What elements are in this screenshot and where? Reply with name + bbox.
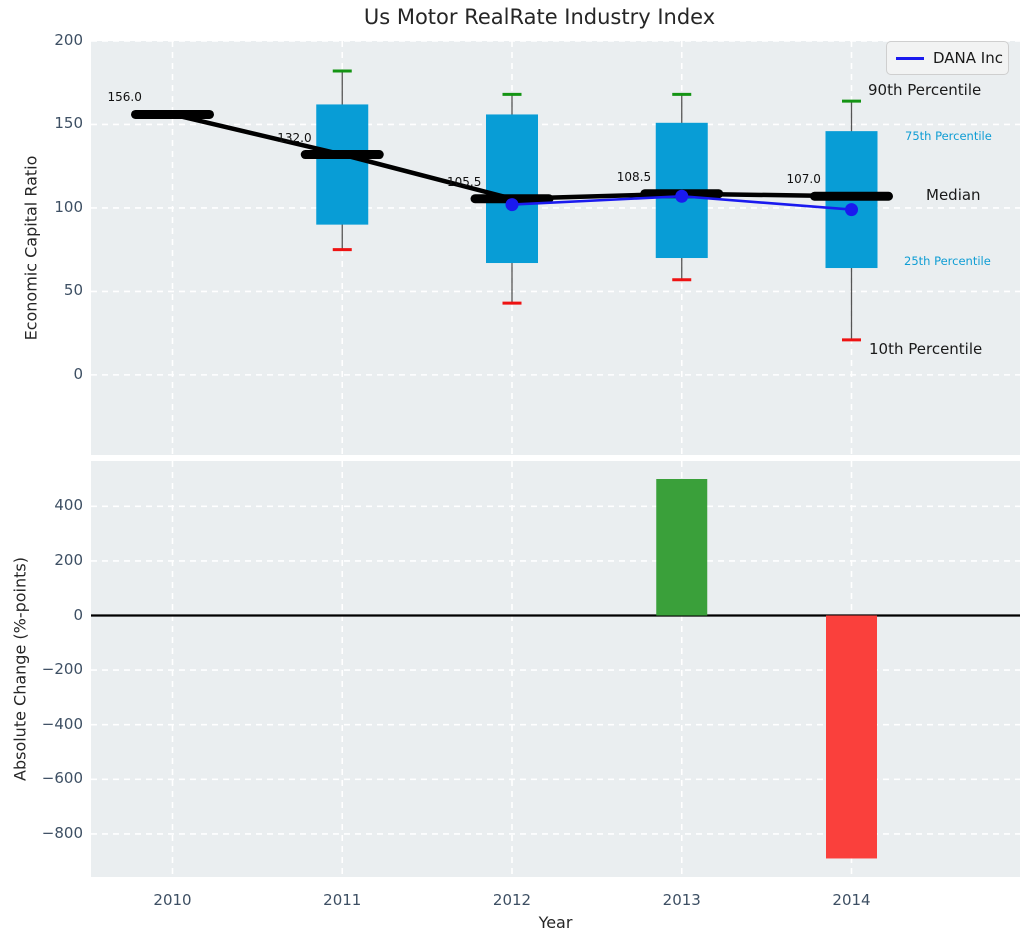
bottom-y-tick-label: 400 <box>54 496 83 515</box>
change-bar-positive <box>656 479 708 616</box>
legend-line-icon <box>896 56 924 60</box>
annotation-10th-percentile: 10th Percentile <box>869 340 983 358</box>
median-value-label: 105.5 <box>447 174 482 189</box>
x-tick-label: 2011 <box>323 891 362 909</box>
dana-point <box>505 198 519 212</box>
x-tick-label: 2013 <box>662 891 701 909</box>
bottom-chart-canvas <box>91 461 1020 877</box>
top-chart-canvas <box>91 41 1020 455</box>
top-y-tick-label: 50 <box>63 281 83 300</box>
median-value-label: 156.0 <box>107 90 142 105</box>
iqr-box <box>316 104 369 225</box>
median-value-label: 107.0 <box>786 172 821 187</box>
top-y-tick-label: 100 <box>54 197 83 216</box>
legend-label: DANA Inc <box>933 49 1003 67</box>
median-value-label: 132.0 <box>277 130 312 145</box>
bottom-y-tick-label: −200 <box>41 660 83 679</box>
bottom-y-tick-label: −800 <box>41 823 83 842</box>
top-y-tick-label: 200 <box>54 31 83 49</box>
dana-point <box>845 203 858 217</box>
median-value-label: 108.5 <box>616 169 652 184</box>
bottom-y-tick-label: 200 <box>54 550 83 569</box>
x-tick-label: 2010 <box>153 891 192 909</box>
bottom-y-tick-label: −600 <box>41 769 83 788</box>
x-tick-label: 2014 <box>832 891 871 909</box>
top-y-tick-label: 150 <box>54 114 83 133</box>
x-tick-label: 2012 <box>492 891 532 909</box>
bottom-y-axis-label: Absolute Change (%-points) <box>10 557 30 781</box>
legend[interactable]: DANA Inc <box>886 41 1009 75</box>
x-axis-label: Year <box>538 913 573 932</box>
dana-point <box>675 189 689 203</box>
annotation-median: Median <box>926 186 981 204</box>
annotation-90th-percentile: 90th Percentile <box>868 81 982 99</box>
bottom-y-tick-label: 0 <box>73 605 83 624</box>
iqr-box <box>486 114 538 264</box>
top-y-tick-label: 0 <box>73 364 83 383</box>
chart-title: Us Motor RealRate Industry Index <box>363 5 716 29</box>
annotation-75th-percentile: 75th Percentile <box>905 129 992 143</box>
bottom-y-tick-label: −400 <box>41 714 83 733</box>
change-bar-negative <box>826 615 877 859</box>
annotation-25th-percentile: 25th Percentile <box>904 254 991 268</box>
top-y-axis-label: Economic Capital Ratio <box>21 155 41 341</box>
